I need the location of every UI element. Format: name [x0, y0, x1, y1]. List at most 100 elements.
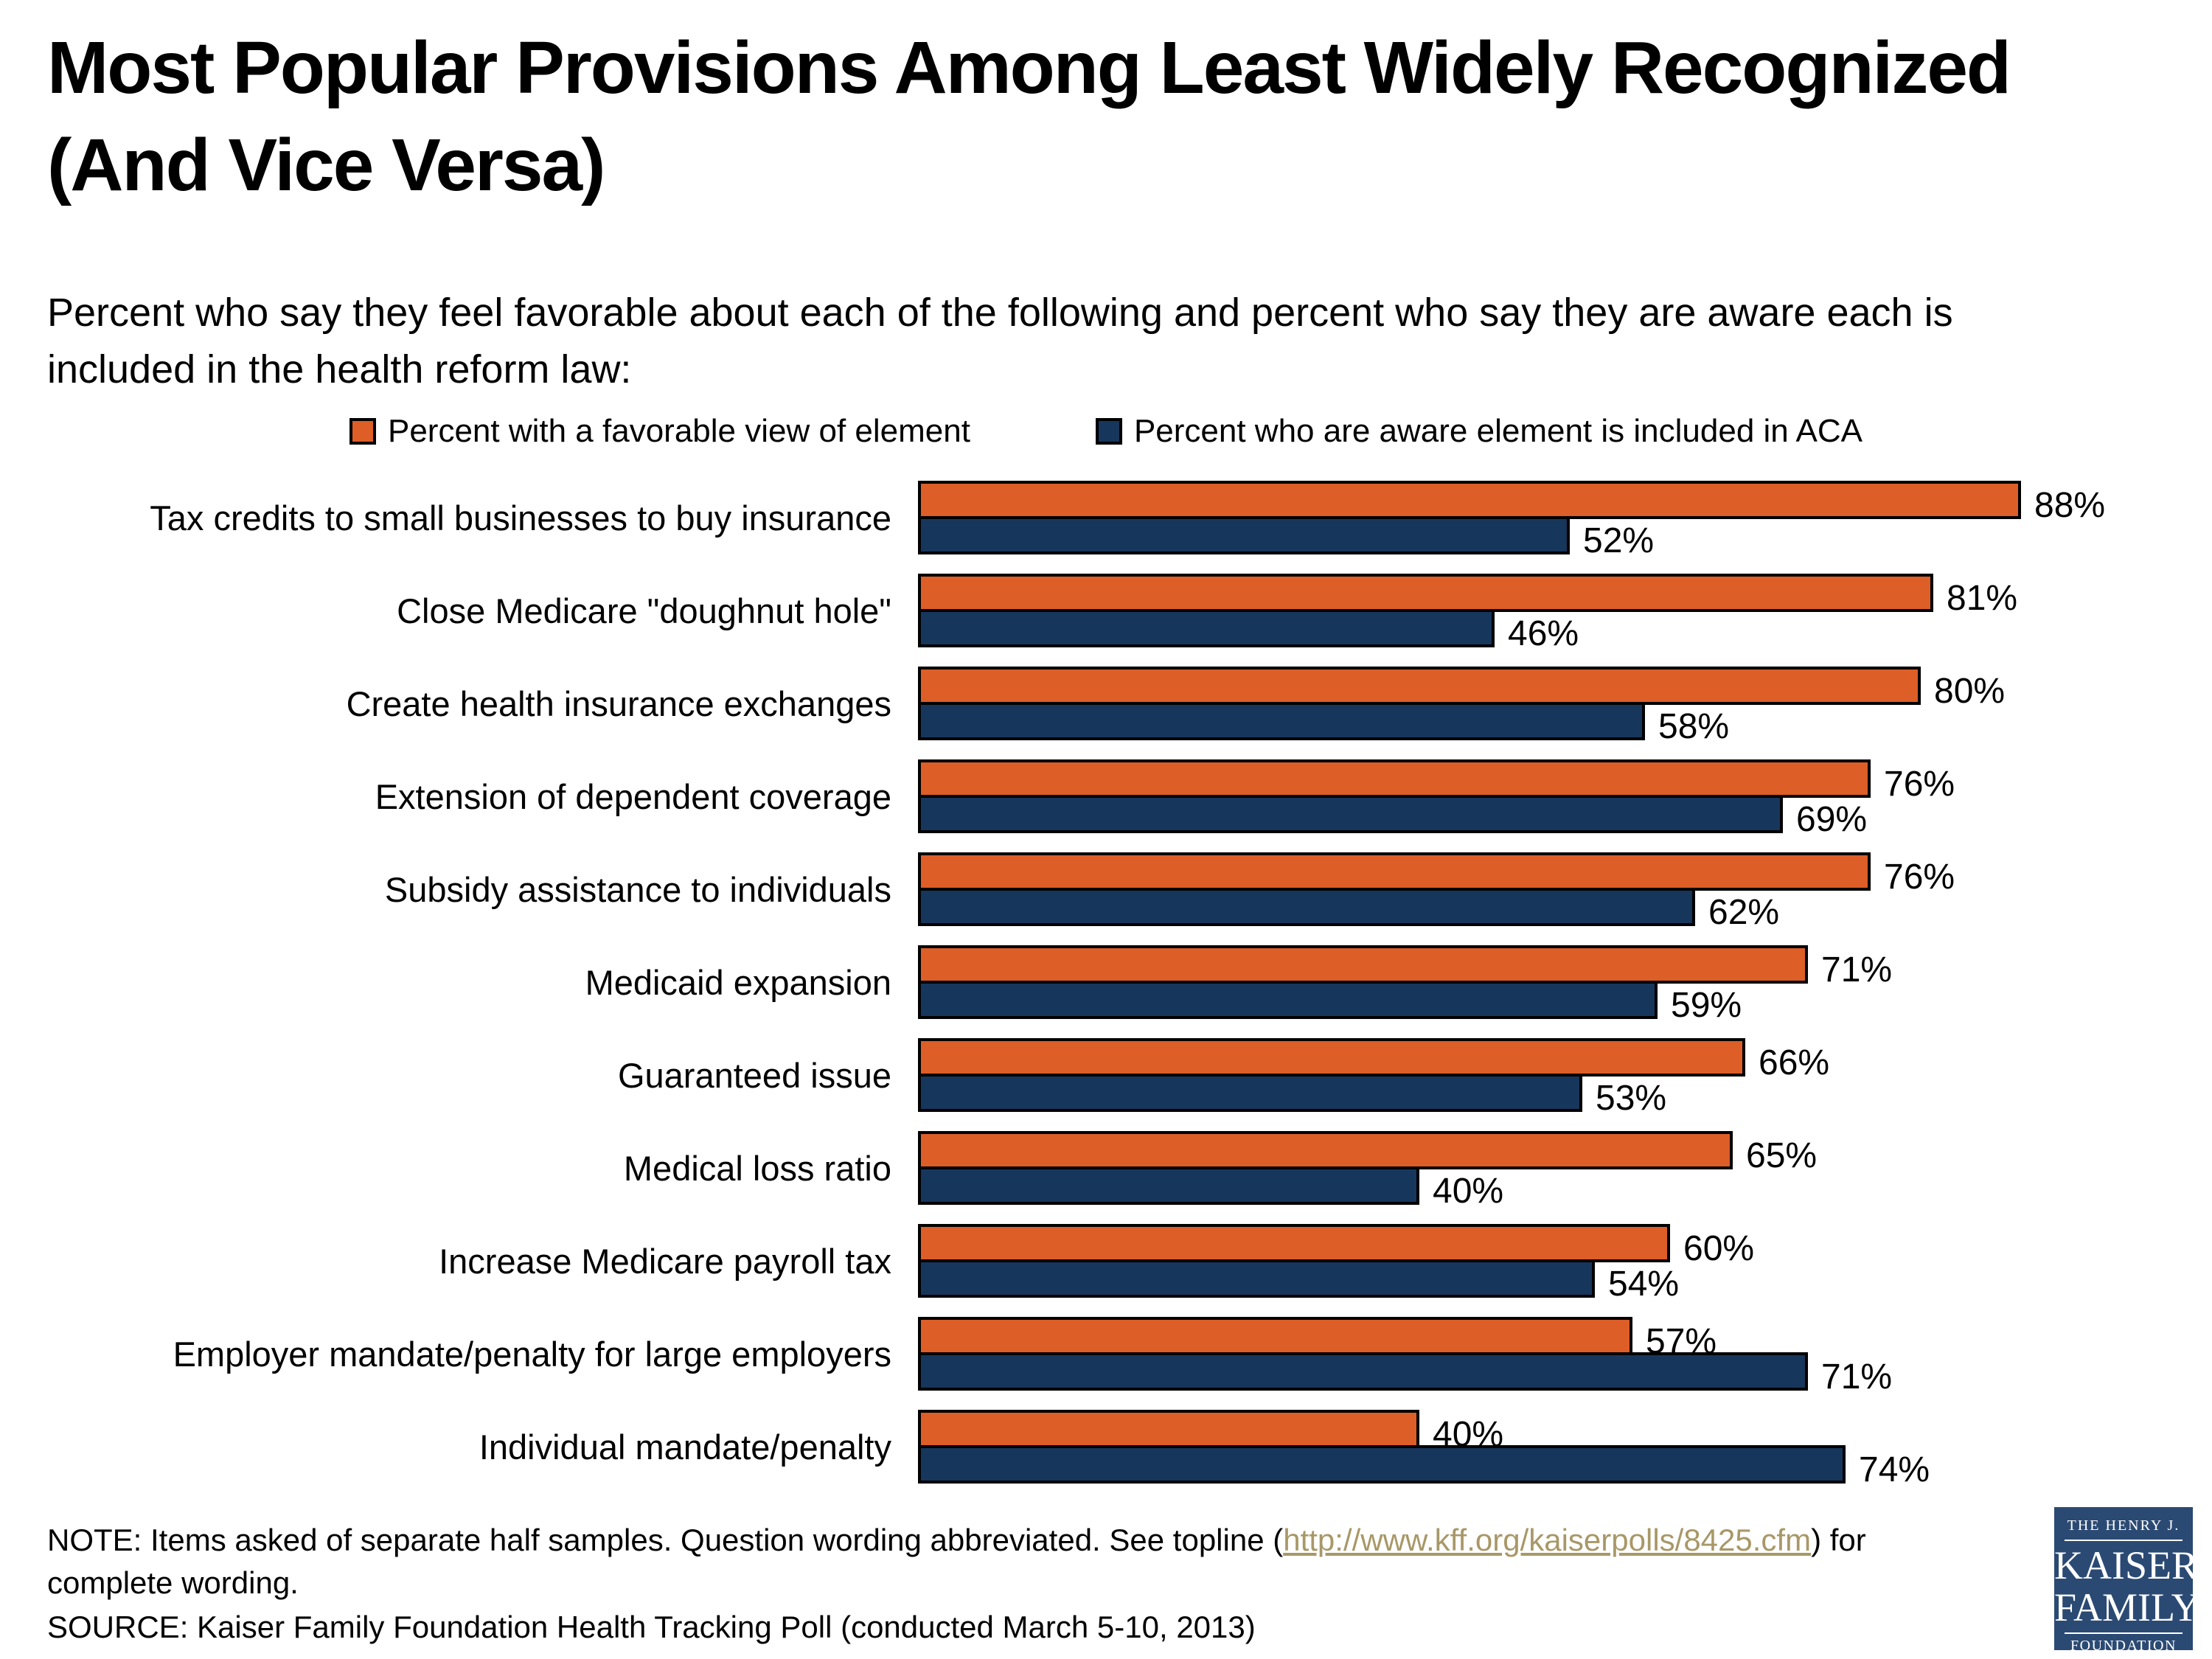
value-label: 74% — [1859, 1450, 1930, 1489]
note-text: NOTE: Items asked of separate half sampl… — [47, 1519, 1964, 1604]
bar-chart: Tax credits to small businesses to buy i… — [48, 481, 2186, 1503]
category-label: Employer mandate/penalty for large emplo… — [173, 1334, 891, 1374]
value-label: 76% — [1884, 858, 1955, 897]
value-label: 60% — [1683, 1229, 1755, 1268]
bar-group: 80% 58% — [918, 667, 2171, 745]
aware-bar — [918, 1445, 1846, 1484]
bar-group: 71% 59% — [918, 945, 2171, 1023]
chart-row: Increase Medicare payroll tax 60% 54% — [48, 1224, 2186, 1302]
aware-bar-line: 46% — [918, 609, 2171, 652]
value-label: 58% — [1658, 707, 1730, 746]
aware-bar-line: 71% — [918, 1352, 2171, 1395]
legend-item-aware: Percent who are aware element is include… — [1095, 413, 1863, 450]
category-label: Individual mandate/penalty — [479, 1427, 891, 1467]
favorable-bar — [918, 1317, 1632, 1355]
logo-foundation: FOUNDATION — [2070, 1638, 2177, 1655]
favorable-bar — [918, 852, 1871, 891]
page-title-line1: Most Popular Provisions Among Least Wide… — [47, 27, 2011, 109]
logo-kaiser: KAISER — [2054, 1543, 2199, 1587]
value-label: 40% — [1433, 1172, 1504, 1211]
favorable-bar-line: 80% — [918, 667, 2171, 709]
legend-item-favorable: Percent with a favorable view of element — [349, 413, 970, 450]
note-suffix: for complete wording. — [47, 1523, 1866, 1600]
aware-bar-line: 59% — [918, 981, 2171, 1023]
favorable-bar-line: 40% — [918, 1410, 2171, 1453]
chart-row: Medical loss ratio 65% 40% — [48, 1131, 2186, 1209]
chart-row: Close Medicare "doughnut hole" 81% 46% — [48, 574, 2186, 652]
source-text: SOURCE: Kaiser Family Foundation Health … — [47, 1609, 1256, 1644]
favorable-bar-line: 88% — [918, 481, 2171, 524]
category-label: Close Medicare "doughnut hole" — [397, 591, 891, 630]
aware-bar — [918, 1166, 1419, 1205]
category-label: Tax credits to small businesses to buy i… — [150, 498, 891, 538]
aware-bar — [918, 1352, 1808, 1391]
legend-label-favorable: Percent with a favorable view of element — [387, 413, 970, 449]
aware-bar-line: 74% — [918, 1445, 2171, 1488]
favorable-bar-line: 81% — [918, 574, 2171, 616]
note-prefix: NOTE: Items asked of separate half sampl… — [47, 1523, 1284, 1557]
bar-group: 81% 46% — [918, 574, 2171, 652]
chart-row: Employer mandate/penalty for large emplo… — [48, 1317, 2186, 1395]
aware-bar — [918, 702, 1645, 740]
note-link[interactable]: http://www.kff.org/kaiserpolls/8425.cfm — [1283, 1523, 1812, 1557]
kff-logo: THE HENRY J. KAISER FAMILY FOUNDATION — [2054, 1507, 2200, 1654]
bar-group: 88% 52% — [918, 481, 2171, 559]
bar-group: 60% 54% — [918, 1224, 2171, 1302]
note-paren: ) — [1811, 1523, 1822, 1557]
favorable-bar-line: 76% — [918, 852, 2171, 895]
aware-swatch-icon — [1095, 418, 1122, 445]
favorable-bar-line: 65% — [918, 1131, 2171, 1174]
aware-bar-line: 52% — [918, 516, 2171, 559]
category-label: Create health insurance exchanges — [346, 684, 891, 723]
logo-divider — [2065, 1632, 2183, 1635]
chart-row: Guaranteed issue 66% 53% — [48, 1038, 2186, 1116]
favorable-bar-line: 66% — [918, 1038, 2171, 1081]
notes: NOTE: Items asked of separate half sampl… — [47, 1519, 1964, 1649]
logo-family: FAMILY — [2054, 1585, 2200, 1630]
favorable-bar-line: 76% — [918, 759, 2171, 802]
aware-bar-line: 54% — [918, 1259, 2171, 1302]
value-label: 57% — [1646, 1322, 1717, 1361]
favorable-bar — [918, 1224, 1670, 1262]
value-label: 53% — [1596, 1079, 1667, 1118]
category-label: Subsidy assistance to individuals — [384, 869, 891, 909]
aware-bar-line: 53% — [918, 1074, 2171, 1116]
favorable-bar — [918, 481, 2021, 519]
aware-bar — [918, 516, 1570, 554]
value-label: 88% — [2034, 486, 2106, 525]
aware-bar-line: 40% — [918, 1166, 2171, 1209]
aware-bar-line: 69% — [918, 795, 2171, 838]
category-label: Guaranteed issue — [617, 1055, 891, 1095]
bar-group: 76% 69% — [918, 759, 2171, 838]
aware-bar — [918, 1074, 1582, 1112]
favorable-bar — [918, 667, 1921, 705]
favorable-bar-line: 57% — [918, 1317, 2171, 1360]
category-label: Medical loss ratio — [623, 1148, 891, 1188]
aware-bar-line: 58% — [918, 702, 2171, 745]
value-label: 52% — [1583, 521, 1655, 560]
favorable-bar — [918, 945, 1808, 984]
value-label: 81% — [1947, 579, 2018, 618]
value-label: 54% — [1608, 1265, 1680, 1304]
aware-bar — [918, 981, 1658, 1019]
legend-label-aware: Percent who are aware element is include… — [1133, 413, 1863, 449]
page-title: Most Popular Provisions Among Least Wide… — [47, 19, 2171, 214]
value-label: 66% — [1759, 1043, 1830, 1082]
value-label: 46% — [1508, 614, 1579, 653]
favorable-bar — [918, 574, 1933, 612]
chart-row: Extension of dependent coverage 76% 69% — [48, 759, 2186, 838]
favorable-bar — [918, 1038, 1745, 1077]
aware-bar — [918, 795, 1783, 833]
favorable-bar-line: 71% — [918, 945, 2171, 988]
chart-row: Medicaid expansion 71% 59% — [48, 945, 2186, 1023]
value-label: 62% — [1708, 893, 1780, 932]
category-label: Increase Medicare payroll tax — [439, 1241, 891, 1281]
favorable-bar — [918, 759, 1871, 798]
aware-bar-line: 62% — [918, 888, 2171, 931]
aware-bar — [918, 609, 1495, 647]
aware-bar — [918, 1259, 1595, 1298]
favorable-bar-line: 60% — [918, 1224, 2171, 1267]
category-label: Medicaid expansion — [585, 962, 891, 1002]
logo-henry-j: THE HENRY J. — [2065, 1507, 2183, 1541]
value-label: 65% — [1746, 1136, 1818, 1175]
